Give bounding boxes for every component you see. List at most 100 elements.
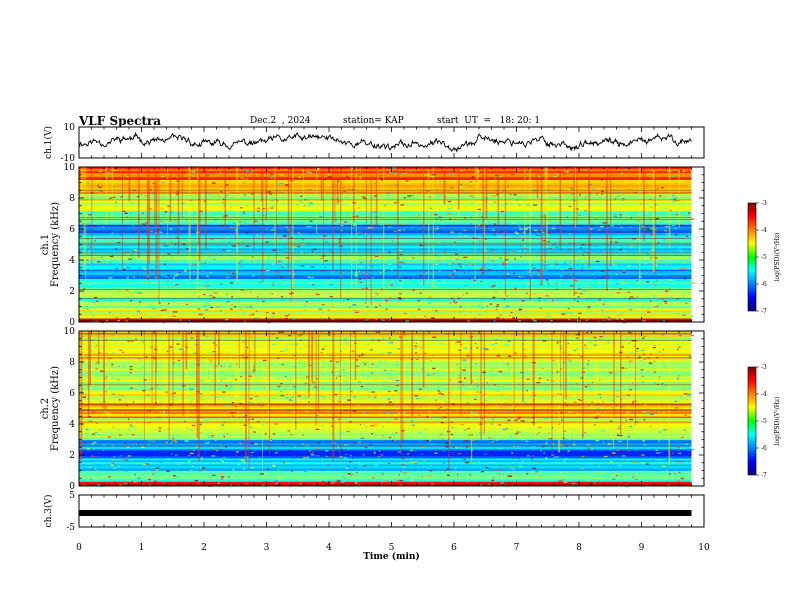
- spectrogram-speckle: [618, 288, 623, 290]
- spectrogram-speckle: [142, 223, 145, 226]
- spectrogram-streak: [365, 167, 367, 303]
- spectrogram-speckle: [96, 484, 101, 486]
- spectrogram-speckle: [292, 366, 296, 368]
- spectrogram-speckle: [142, 483, 144, 485]
- spectrogram-speckle: [161, 246, 163, 249]
- spectrogram-speckle: [638, 356, 641, 358]
- spectrogram-speckle: [208, 278, 210, 280]
- spectrogram-speckle: [629, 352, 633, 354]
- spectrogram-speckle: [276, 337, 279, 339]
- spectrogram-speckle: [116, 246, 119, 248]
- spectrogram-speckle: [192, 171, 195, 173]
- spectrogram-speckle: [507, 243, 511, 245]
- spectrogram-speckle: [196, 363, 200, 366]
- spectrogram-streak: [470, 331, 473, 462]
- spectrogram-speckle: [176, 176, 178, 179]
- spectrogram-band: [79, 350, 692, 354]
- spectrogram-speckle: [625, 232, 627, 235]
- spectrogram-speckle: [225, 290, 230, 293]
- spectrogram-speckle: [625, 419, 628, 421]
- spectrogram-speckle: [409, 461, 414, 463]
- spectrogram-speckle: [352, 304, 356, 306]
- spectrogram-speckle: [495, 439, 499, 441]
- spectrogram-speckle: [150, 183, 153, 185]
- spectrogram-speckle: [520, 245, 522, 247]
- spectrogram-speckle: [634, 449, 637, 451]
- spectrogram-speckle: [119, 484, 123, 486]
- spectrogram-speckle: [469, 474, 471, 476]
- spectrogram-speckle: [466, 356, 470, 358]
- spectrogram-speckle: [421, 368, 425, 370]
- spectrogram-speckle: [552, 406, 555, 408]
- spectrogram-speckle: [653, 306, 658, 308]
- spectrogram-speckle: [574, 292, 578, 294]
- spectrogram-speckle: [188, 298, 190, 300]
- spectrogram-speckle: [596, 260, 600, 263]
- spectrogram-speckle: [618, 248, 622, 251]
- spectrogram-speckle: [232, 222, 236, 224]
- spectrogram-speckle: [196, 203, 201, 205]
- spectrogram-speckle: [232, 470, 234, 472]
- spectrogram-speckle: [105, 363, 109, 365]
- spectrogram-speckle: [515, 200, 519, 203]
- y-tick-label: 8: [69, 194, 75, 204]
- spectrogram-speckle: [334, 393, 338, 396]
- spectrogram-speckle: [527, 434, 530, 436]
- spectrogram-speckle: [399, 420, 401, 422]
- spectrogram-speckle: [544, 311, 546, 313]
- spectrogram-speckle: [326, 455, 328, 457]
- spectrogram-speckle: [423, 460, 426, 462]
- spectrogram-speckle: [148, 249, 151, 251]
- spectrogram-speckle: [427, 476, 430, 478]
- spectrogram-speckle: [262, 300, 265, 303]
- spectrogram-speckle: [388, 226, 392, 228]
- spectrogram-speckle: [540, 353, 542, 356]
- spectrogram-speckle: [474, 412, 478, 415]
- spectrogram-speckle: [469, 278, 471, 281]
- spectrogram-speckle: [609, 448, 612, 451]
- spectrogram-speckle: [319, 360, 322, 362]
- spectrogram-speckle: [189, 300, 192, 303]
- spectrogram-speckle: [586, 298, 589, 300]
- spectrogram-streak: [155, 331, 157, 407]
- spectrogram-speckle: [551, 299, 555, 302]
- spectrogram-band: [79, 466, 692, 469]
- spectrogram-speckle: [577, 288, 582, 290]
- spectrogram-speckle: [375, 255, 379, 257]
- spectrogram-speckle: [151, 238, 155, 240]
- spectrogram-speckle: [291, 267, 295, 269]
- spectrogram-speckle: [627, 188, 632, 190]
- spectrogram-speckle: [314, 185, 317, 187]
- spectrogram-speckle: [308, 205, 310, 207]
- spectrogram-streak: [323, 167, 324, 264]
- spectrogram-speckle: [219, 225, 223, 227]
- spectrogram-speckle: [481, 220, 485, 222]
- spectrogram-streak: [81, 167, 83, 204]
- spectrogram-speckle: [679, 447, 683, 449]
- spectrogram-speckle: [350, 474, 354, 476]
- spectrogram-speckle: [346, 336, 348, 339]
- spectrogram-speckle: [678, 171, 681, 173]
- spectrogram-streak: [355, 167, 357, 299]
- spectrogram-speckle: [466, 481, 468, 483]
- spectrogram-speckle: [547, 317, 551, 319]
- spectrogram-speckle: [349, 421, 352, 423]
- spectrogram-speckle: [683, 277, 686, 279]
- spectrogram-speckle: [557, 445, 560, 447]
- spectrogram-speckle: [233, 306, 237, 308]
- spectrogram-band: [79, 470, 692, 474]
- spectrogram-speckle: [648, 230, 651, 232]
- spectrogram-speckle: [531, 216, 533, 218]
- spectrogram-speckle: [505, 305, 510, 308]
- spectrogram-speckle: [677, 279, 680, 281]
- spectrogram-speckle: [85, 385, 89, 388]
- spectrogram-speckle: [517, 281, 520, 283]
- spectrogram-speckle: [425, 272, 427, 274]
- spectrogram-speckle: [87, 251, 90, 253]
- spectrogram-speckle: [375, 331, 378, 333]
- spectrogram-speckle: [518, 384, 520, 386]
- spectrogram-speckle: [607, 468, 611, 471]
- spectrogram-speckle: [376, 254, 381, 256]
- spectrogram-band: [79, 175, 692, 178]
- spectrogram-speckle: [323, 235, 327, 237]
